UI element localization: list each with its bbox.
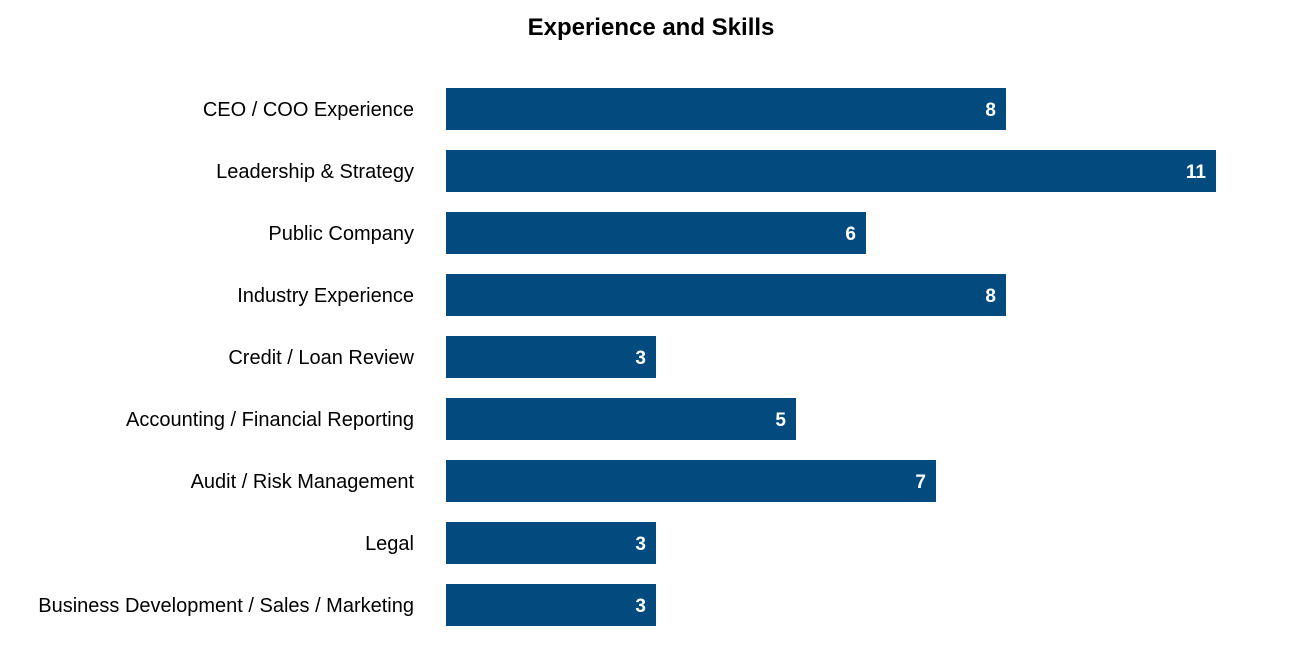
bar-row: Audit / Risk Management 7	[191, 460, 936, 502]
bar-row: Credit / Loan Review 3	[228, 336, 656, 378]
bars-group: CEO / COO Experience 8 Leadership & Strate…	[38, 88, 1216, 626]
data-label: 5	[775, 410, 786, 431]
bar-row: CEO / COO Experience 8	[203, 88, 1006, 130]
bar	[446, 460, 936, 502]
bar-row: Legal 3	[365, 522, 656, 564]
bar-row: Business Development / Sales / Marketing…	[38, 584, 656, 626]
data-label: 3	[635, 596, 646, 617]
bar	[446, 398, 796, 440]
data-label: 3	[635, 348, 646, 369]
category-label: Industry Experience	[237, 285, 414, 307]
category-label: Business Development / Sales / Marketing	[38, 595, 414, 617]
bar-row: Public Company 6	[268, 212, 866, 254]
data-label: 7	[915, 472, 926, 493]
data-label: 8	[985, 100, 996, 121]
data-label: 11	[1186, 162, 1207, 183]
bar	[446, 336, 656, 378]
category-label: Public Company	[268, 223, 414, 245]
data-label: 8	[985, 286, 996, 307]
chart-title: Experience and Skills	[528, 14, 775, 41]
data-label: 6	[845, 224, 856, 245]
category-label: CEO / COO Experience	[203, 99, 414, 121]
bar	[446, 522, 656, 564]
bar	[446, 150, 1216, 192]
bar	[446, 88, 1006, 130]
bar	[446, 212, 866, 254]
category-label: Legal	[365, 533, 414, 555]
bar-row: Leadership & Strategy 11	[216, 150, 1216, 192]
category-label: Audit / Risk Management	[191, 471, 415, 493]
category-label: Leadership & Strategy	[216, 161, 414, 183]
bar	[446, 274, 1006, 316]
category-label: Credit / Loan Review	[228, 347, 414, 369]
bar-row: Accounting / Financial Reporting 5	[126, 398, 796, 440]
category-label: Accounting / Financial Reporting	[126, 409, 414, 431]
data-label: 3	[635, 534, 646, 555]
bar-row: Industry Experience 8	[237, 274, 1006, 316]
bar	[446, 584, 656, 626]
